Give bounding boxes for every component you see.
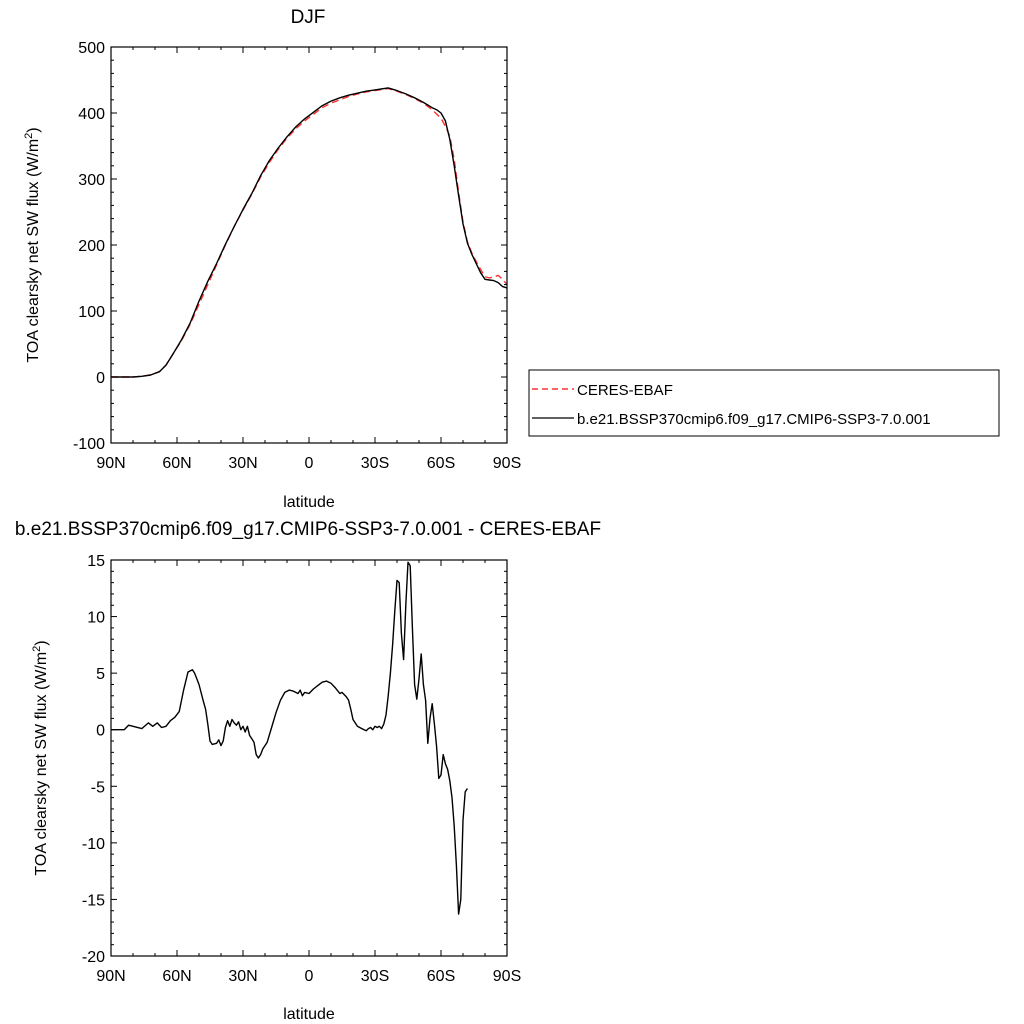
x-tick-label: 30N: [228, 455, 257, 472]
legend-label-ceres-ebaf: CERES-EBAF: [577, 382, 673, 399]
series-line-1: [111, 562, 467, 914]
y-tick-label: 100: [78, 304, 105, 321]
top-panel: DJF 90N 60N 30N 0 30S 60S 90S -100 0 100 200 300 400…: [23, 7, 999, 511]
y-axis-label-close: ): [33, 640, 50, 645]
y-axis-label-text: TOA clearsky net SW flux (W/m: [33, 652, 50, 876]
y-tick-label: 10: [87, 610, 105, 627]
x-tick-label: 60N: [162, 968, 191, 985]
x-tick-label: 90S: [493, 968, 521, 985]
y-tick-label: 0: [96, 723, 105, 740]
x-tick-label: 90N: [96, 968, 125, 985]
series-line-2: [111, 88, 507, 377]
x-tick-label: 30S: [361, 968, 389, 985]
tick-layer: 90N 60N 30N 0 30S 60S 90S -20 -15 -10 -5 0 5 10 15: [82, 553, 521, 985]
x-tick-label: 90S: [493, 455, 521, 472]
y-tick-label: 300: [78, 172, 105, 189]
series-layer: [111, 88, 507, 377]
chart-title: DJF: [291, 7, 326, 28]
x-axis-label: latitude: [283, 494, 335, 511]
x-tick-label: 30N: [228, 968, 257, 985]
x-tick-label: 90N: [96, 455, 125, 472]
y-tick-label: 5: [96, 666, 105, 683]
y-tick-label: -20: [82, 949, 105, 966]
y-tick-label: -10: [82, 836, 105, 853]
y-tick-label: 200: [78, 238, 105, 255]
y-tick-label: -15: [82, 892, 105, 909]
y-axis-label: TOA clearsky net SW flux (W/m2): [31, 640, 50, 875]
y-tick-label: -5: [91, 779, 105, 796]
difference-chart-title: b.e21.BSSP370cmip6.f09_g17.CMIP6-SSP3-7.…: [15, 519, 601, 540]
series-layer: [111, 562, 467, 914]
y-tick-label: 400: [78, 106, 105, 123]
tick-layer: 90N 60N 30N 0 30S 60S 90S -100 0 100 200 300 400 500: [73, 40, 521, 472]
x-tick-label: 30S: [361, 455, 389, 472]
x-tick-label: 0: [305, 455, 314, 472]
y-axis-label: TOA clearsky net SW flux (W/m2): [23, 127, 42, 362]
x-tick-label: 60S: [427, 455, 455, 472]
y-axis-label-text: TOA clearsky net SW flux (W/m: [25, 139, 42, 363]
y-tick-label: 0: [96, 370, 105, 387]
plot-frame: [111, 560, 507, 956]
y-axis-label-close: ): [25, 127, 42, 132]
bottom-panel: b.e21.BSSP370cmip6.f09_g17.CMIP6-SSP3-7.…: [15, 519, 601, 1023]
plot-frame: [111, 47, 507, 443]
legend-label-model: b.e21.BSSP370cmip6.f09_g17.CMIP6-SSP3-7.…: [577, 411, 931, 428]
x-axis-label: latitude: [283, 1006, 335, 1023]
legend: CERES-EBAF b.e21.BSSP370cmip6.f09_g17.CM…: [529, 370, 999, 436]
x-tick-label: 60S: [427, 968, 455, 985]
y-tick-label: 500: [78, 40, 105, 57]
y-tick-label: -100: [73, 436, 105, 453]
y-tick-label: 15: [87, 553, 105, 570]
x-tick-label: 0: [305, 968, 314, 985]
x-tick-label: 60N: [162, 455, 191, 472]
